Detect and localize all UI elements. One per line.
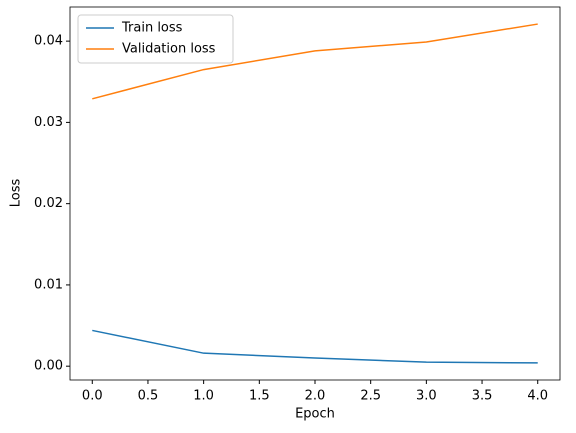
plot-frame (69, 6, 561, 381)
y-tick-label: 0.01 (34, 277, 63, 292)
legend-label: Train loss (121, 21, 183, 36)
legend-label: Validation loss (122, 42, 216, 57)
y-tick-label: 0.02 (34, 196, 63, 211)
x-tick-label: 1.5 (249, 389, 270, 404)
x-tick-label: 2.0 (305, 389, 326, 404)
x-tick-label: 4.0 (527, 389, 548, 404)
x-axis-label: Epoch (295, 407, 335, 422)
legend-box (77, 14, 234, 64)
line-series (92, 329, 538, 364)
legend: Train loss Validation loss (77, 14, 234, 64)
x-tick-label: 1.0 (193, 389, 214, 404)
x-tick-label: 0.0 (82, 389, 103, 404)
x-tick-label: 0.5 (138, 389, 159, 404)
y-axis-label: Loss (9, 179, 24, 208)
x-tick-label: 3.0 (416, 389, 437, 404)
y-tick-label: 0.03 (34, 115, 63, 130)
y-tick-label: 0.04 (34, 34, 63, 49)
x-tick-label: 2.5 (360, 389, 381, 404)
y-tick-label: 0.00 (34, 359, 63, 374)
line-series (92, 23, 538, 100)
x-tick-label: 3.5 (472, 389, 493, 404)
